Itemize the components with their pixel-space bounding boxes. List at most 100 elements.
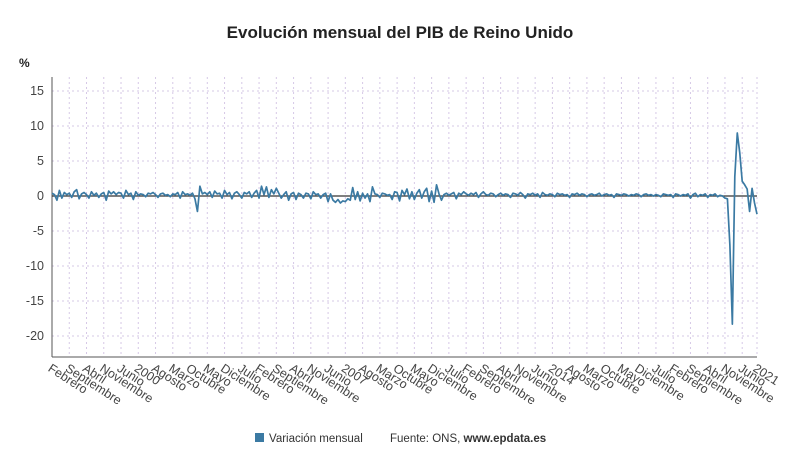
data-point: [744, 184, 746, 186]
data-point: [663, 193, 665, 195]
data-point: [470, 192, 472, 194]
data-point: [263, 194, 265, 196]
data-point: [739, 152, 741, 154]
data-point: [448, 195, 450, 197]
data-point: [653, 195, 655, 197]
data-point: [101, 193, 103, 195]
series-layer: [51, 132, 758, 325]
data-point: [411, 191, 413, 193]
data-point: [369, 201, 371, 203]
data-point: [229, 192, 231, 194]
data-point: [140, 193, 142, 195]
data-point: [729, 244, 731, 246]
data-point: [579, 195, 581, 197]
data-point: [598, 192, 600, 194]
data-point: [714, 193, 716, 195]
data-point: [367, 193, 369, 195]
data-point: [443, 194, 445, 196]
data-point: [347, 198, 349, 200]
data-point: [645, 193, 647, 195]
data-point: [110, 193, 112, 195]
data-point: [283, 194, 285, 196]
data-point: [399, 200, 401, 202]
data-point: [91, 191, 93, 193]
data-point: [221, 197, 223, 199]
data-point: [162, 192, 164, 194]
data-point: [460, 194, 462, 196]
data-point: [569, 197, 571, 199]
data-point: [83, 192, 85, 194]
data-point: [354, 199, 356, 201]
data-point: [736, 132, 738, 134]
data-point: [391, 199, 393, 201]
data-point: [76, 189, 78, 191]
data-point: [174, 194, 176, 196]
y-tick-label: 10: [30, 119, 44, 133]
data-point: [534, 195, 536, 197]
data-point: [59, 190, 61, 192]
data-point: [182, 191, 184, 193]
data-point: [73, 191, 75, 193]
data-point: [667, 195, 669, 197]
data-point: [601, 195, 603, 197]
data-point: [51, 192, 53, 194]
data-point: [475, 192, 477, 194]
data-point: [626, 194, 628, 196]
data-point: [202, 193, 204, 195]
data-point: [510, 197, 512, 199]
data-point: [451, 193, 453, 195]
data-point: [717, 196, 719, 198]
data-point: [219, 192, 221, 194]
data-point: [266, 186, 268, 188]
data-point: [589, 194, 591, 196]
data-point: [724, 197, 726, 199]
data-point: [93, 195, 95, 197]
data-point: [204, 192, 206, 194]
data-point: [271, 189, 273, 191]
data-point: [433, 202, 435, 204]
data-point: [421, 197, 423, 199]
data-point: [492, 193, 494, 195]
data-point: [495, 196, 497, 198]
data-point: [426, 188, 428, 190]
data-point: [438, 193, 440, 195]
data-point: [756, 213, 758, 215]
data-point: [197, 211, 199, 213]
data-point: [690, 197, 692, 199]
data-point: [172, 193, 174, 195]
data-point: [359, 200, 361, 202]
gridlines: [51, 77, 758, 358]
data-point: [128, 194, 130, 196]
data-point: [746, 188, 748, 190]
data-point: [325, 192, 327, 194]
data-point: [542, 192, 544, 194]
data-point: [517, 195, 519, 197]
data-point: [483, 191, 485, 193]
data-point: [613, 197, 615, 199]
data-point: [719, 195, 721, 197]
data-point: [643, 194, 645, 196]
data-point: [512, 192, 514, 194]
data-point: [608, 195, 610, 197]
data-point: [524, 197, 526, 199]
data-point: [239, 194, 241, 196]
data-point: [594, 195, 596, 197]
data-point: [194, 198, 196, 200]
data-point: [160, 193, 162, 195]
data-point: [630, 194, 632, 196]
source-site-link[interactable]: www.epdata.es: [463, 433, 547, 445]
data-point: [268, 197, 270, 199]
data-point: [66, 194, 68, 196]
data-point: [473, 194, 475, 196]
data-point: [300, 194, 302, 196]
data-point: [285, 191, 287, 193]
data-point: [278, 192, 280, 194]
data-point: [192, 192, 194, 194]
data-point: [418, 189, 420, 191]
data-point: [362, 192, 364, 194]
y-tick-label: -15: [26, 294, 44, 308]
source-note: Fuente: ONS, www.epdata.es: [390, 433, 546, 445]
data-point: [199, 185, 201, 187]
data-point: [566, 194, 568, 196]
data-point: [98, 197, 100, 199]
